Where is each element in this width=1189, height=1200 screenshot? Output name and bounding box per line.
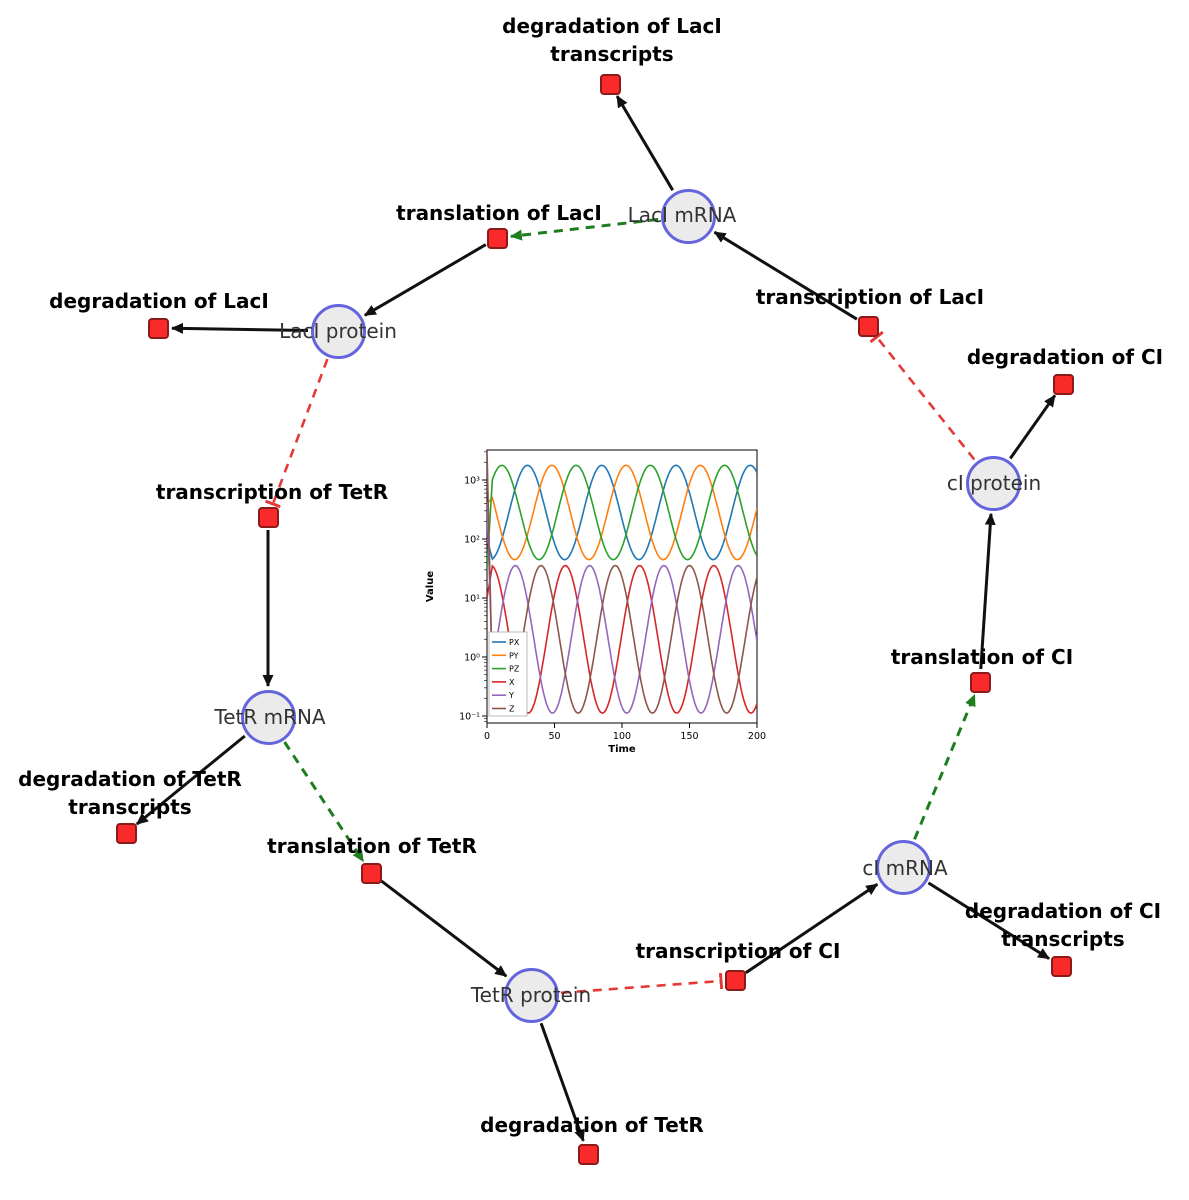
reaction-label-line: degradation of TetR: [480, 1113, 704, 1137]
legend-label-Y: Y: [508, 691, 514, 700]
series-PX-line: [487, 464, 757, 561]
edge-consumption-tetr_mrna-to-deg_tetr_tx: [135, 734, 246, 826]
x-tick-label: 150: [680, 731, 698, 742]
reaction-label-deg_laci: degradation of LacI: [49, 287, 269, 315]
series-PZ-line: [487, 464, 757, 569]
species-label-laci_protein: LacI protein: [279, 319, 397, 343]
edge-production-txn_laci-to-laci_mrna: [713, 230, 858, 321]
reaction-node-transl_tetr: [361, 863, 382, 884]
reaction-label-line: degradation of TetR: [18, 767, 242, 791]
reaction-label-line: transcripts: [68, 795, 192, 819]
reaction-node-deg_tetr: [578, 1144, 599, 1165]
edge-inhibition-ci_protein-to-txn_laci: [869, 330, 976, 461]
edge-consumption-laci_protein-to-deg_laci: [171, 322, 309, 334]
reaction-label-transl_ci: translation of CI: [891, 643, 1073, 671]
edge-consumption-tetr_protein-to-deg_tetr: [539, 1022, 585, 1142]
edge-modifier-ci_mrna-to-transl_ci: [913, 693, 976, 840]
reaction-label-deg_ci: degradation of CI: [967, 343, 1163, 371]
species-label-ci_protein: cI protein: [946, 471, 1042, 495]
reaction-node-transl_ci: [970, 672, 991, 693]
reaction-label-line: transcription of CI: [635, 939, 841, 963]
legend-label-X: X: [509, 678, 515, 687]
species-node-ci_mrna: [876, 840, 931, 895]
edge-consumption-laci_mrna-to-deg_laci_tx: [615, 95, 674, 191]
reaction-label-txn_tetr: transcription of TetR: [156, 478, 388, 506]
legend-label-Z: Z: [509, 705, 515, 714]
x-tick-label: 100: [613, 731, 631, 742]
time-course-inset-chart: 10⁻¹ 10⁰ 10¹ 10² 10³ 0 50 100 150 200 Time Value PX P…: [425, 449, 766, 755]
reaction-label-line: transcription of LacI: [755, 285, 985, 309]
edge-production-txn_ci-to-ci_mrna: [744, 883, 879, 974]
x-tick-label: 0: [484, 731, 490, 742]
y-tick-label: 10⁻¹: [459, 712, 480, 723]
reaction-label-deg_tetr: degradation of TetR: [480, 1111, 704, 1139]
reaction-node-txn_laci: [858, 316, 879, 337]
reaction-label-line: transcripts: [550, 42, 674, 66]
legend-label-PZ: PZ: [509, 665, 520, 674]
species-node-laci_mrna: [661, 189, 716, 244]
reaction-label-line: transcripts: [1001, 927, 1125, 951]
reaction-label-deg_tetr_tx: degradation of TetR transcripts: [18, 765, 242, 821]
reaction-node-deg_ci: [1053, 374, 1074, 395]
series-X-line: [487, 564, 757, 714]
series-PY-line: [487, 464, 757, 561]
reaction-label-txn_ci: transcription of CI: [636, 937, 841, 965]
reaction-label-txn_laci: transcription of LacI: [756, 283, 984, 311]
reaction-node-deg_laci_tx: [600, 74, 621, 95]
edge-inhibition-laci_protein-to-txn_tetr: [264, 358, 329, 509]
legend-label-PY: PY: [509, 651, 519, 660]
reaction-node-deg_tetr_tx: [116, 823, 137, 844]
reaction-node-transl_laci: [487, 228, 508, 249]
species-label-laci_mrna: LacI mRNA: [627, 203, 737, 227]
edge-production-transl_tetr-to-tetr_protein: [380, 879, 508, 978]
y-tick-label: 10⁰: [464, 653, 480, 664]
species-label-tetr_mrna: TetR mRNA: [214, 705, 326, 729]
edge-production-transl_ci-to-ci_protein: [979, 512, 996, 670]
reaction-label-line: translation of LacI: [396, 201, 602, 225]
reaction-label-line: degradation of LacI: [502, 14, 722, 38]
reaction-label-transl_laci: translation of LacI: [396, 199, 602, 227]
series-Y-line: [487, 503, 757, 714]
species-label-ci_mrna: cI mRNA: [862, 856, 948, 880]
legend-label-PX: PX: [509, 638, 520, 647]
series-Z-line: [487, 450, 757, 714]
reaction-label-line: translation of CI: [890, 645, 1074, 669]
species-node-tetr_protein: [504, 968, 559, 1023]
edge-consumption-ci_mrna-to-deg_ci_tx: [927, 881, 1050, 960]
x-axis-label: Time: [608, 744, 636, 755]
reaction-node-deg_ci_tx: [1051, 956, 1072, 977]
x-tick-label: 200: [748, 731, 766, 742]
reaction-label-line: translation of TetR: [267, 834, 477, 858]
y-axis-label: Value: [425, 571, 436, 602]
x-tick-label: 50: [548, 731, 560, 742]
edge-modifier-laci_mrna-to-transl_laci: [509, 217, 659, 241]
species-node-laci_protein: [311, 304, 366, 359]
reaction-node-txn_tetr: [258, 507, 279, 528]
reaction-node-deg_laci: [148, 318, 169, 339]
edge-modifier-tetr_mrna-to-transl_tetr: [283, 741, 365, 863]
chart-frame: [486, 449, 758, 724]
reaction-label-transl_tetr: translation of TetR: [267, 832, 477, 860]
y-tick-label: 10²: [464, 535, 480, 546]
reaction-node-txn_ci: [725, 970, 746, 991]
species-node-ci_protein: [966, 456, 1021, 511]
reaction-label-line: degradation of CI: [966, 345, 1164, 369]
reaction-label-deg_laci_tx: degradation of LacI transcripts: [502, 12, 722, 68]
reaction-label-line: degradation of CI: [964, 899, 1162, 923]
edge-production-transl_laci-to-laci_protein: [363, 243, 487, 317]
species-label-tetr_protein: TetR protein: [470, 983, 592, 1007]
edge-consumption-ci_protein-to-deg_ci: [1009, 394, 1057, 460]
y-tick-label: 10¹: [464, 594, 480, 605]
y-tick-label: 10³: [464, 476, 480, 487]
reaction-label-line: transcription of TetR: [155, 480, 389, 504]
reaction-label-deg_ci_tx: degradation of CI transcripts: [965, 897, 1161, 953]
reaction-label-line: degradation of LacI: [49, 289, 269, 313]
chart-legend: [488, 631, 528, 717]
species-node-tetr_mrna: [241, 690, 296, 745]
edge-inhibition-tetr_protein-to-txn_ci: [560, 972, 724, 995]
